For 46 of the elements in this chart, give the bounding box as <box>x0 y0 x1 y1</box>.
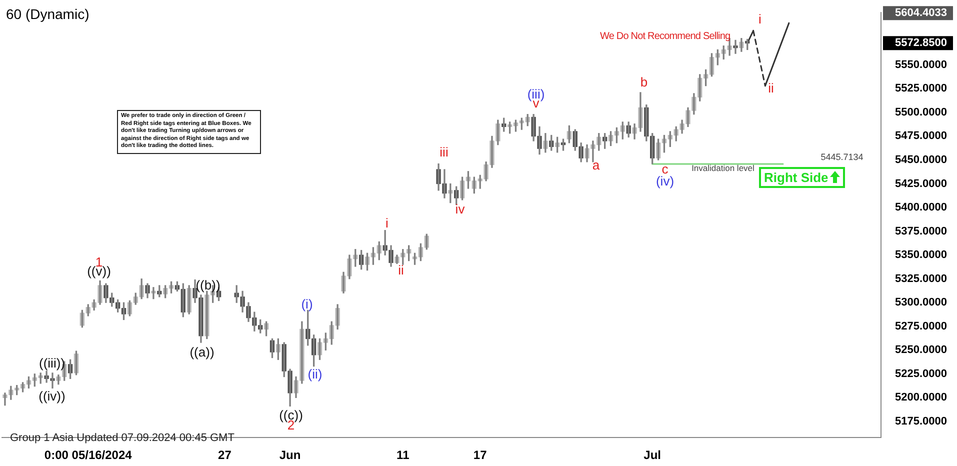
y-tick-label: 5572.8500 <box>895 37 947 50</box>
y-tick-label: 5200.0000 <box>895 392 947 404</box>
annotation: (iv) <box>656 174 674 188</box>
x-tick-label: 0:00 05/16/2024 <box>44 448 132 462</box>
y-tick-label: 5475.0000 <box>895 130 947 142</box>
y-tick-label: 5400.0000 <box>895 202 947 214</box>
y-tick-label: 5175.0000 <box>895 415 947 428</box>
y-tick-label: 5275.0000 <box>895 320 947 332</box>
y-tick-label: 5525.0000 <box>895 82 947 95</box>
annotation: c <box>662 162 668 176</box>
x-tick-label: 11 <box>396 448 410 462</box>
annotation: ((a)) <box>190 344 214 360</box>
chart-title: 60 (Dynamic) <box>6 6 90 22</box>
x-tick-label: Jun <box>279 448 301 462</box>
annotation: ((b)) <box>196 278 220 292</box>
annotation: (i) <box>301 296 313 312</box>
annotation: b <box>640 74 648 90</box>
annotation: ((iii)) <box>39 356 65 370</box>
annotation: Group 1 Asia Updated 07.09.2024 00:45 GMT <box>10 432 234 444</box>
annotation: a <box>592 158 600 172</box>
y-tick-label: 5325.0000 <box>895 272 947 285</box>
y-tick-label: 5550.0000 <box>895 58 947 71</box>
y-tick-label: 5375.0000 <box>895 225 947 238</box>
y-tick-label: 5500.0000 <box>895 106 947 118</box>
x-tick-label: Jul <box>644 448 662 462</box>
annotation: Right Side <box>764 170 828 185</box>
y-tick-label: 5350.0000 <box>895 249 947 262</box>
y-tick-label: 5604.4033 <box>895 7 947 20</box>
annotation: ii <box>768 80 774 96</box>
annotation: (ii) <box>308 366 322 382</box>
y-tick-label: 5225.0000 <box>895 368 947 380</box>
y-tick-label: 5425.0000 <box>895 178 947 190</box>
x-tick-label: 17 <box>473 448 488 462</box>
annotation: 5445.7134 <box>820 152 864 162</box>
annotation: ii <box>398 262 404 278</box>
annotation: iv <box>455 202 465 216</box>
x-tick-label: 27 <box>218 448 232 462</box>
annotation: i <box>386 216 388 230</box>
annotation: Invalidation level <box>692 163 754 173</box>
annotation: ((iv)) <box>38 388 66 404</box>
y-tick-label: 5300.0000 <box>895 296 947 309</box>
y-tick-label: 5450.0000 <box>895 154 947 166</box>
annotation: i <box>758 12 762 26</box>
annotation: We Do Not Recommend Selling <box>600 31 730 42</box>
annotation: iii <box>440 144 448 160</box>
y-tick-label: 5250.0000 <box>895 344 947 356</box>
